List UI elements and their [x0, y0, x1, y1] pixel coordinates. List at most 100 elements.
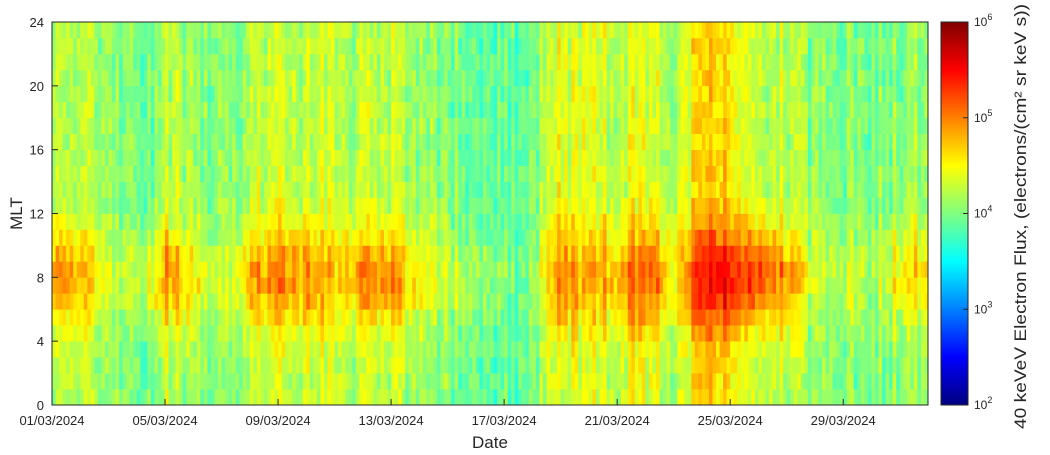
heatmap-cell [232, 133, 237, 151]
heatmap-cell [761, 373, 766, 390]
heatmap-cell [694, 245, 699, 262]
heatmap-cell [426, 69, 431, 87]
heatmap-cell [437, 69, 441, 87]
heatmap-cell [779, 261, 784, 278]
heatmap-cell [528, 133, 533, 151]
heatmap-cell [232, 373, 237, 390]
heatmap-cell [680, 22, 685, 39]
heatmap-cell [525, 181, 530, 198]
heatmap-cell [281, 117, 286, 135]
heatmap-cell [567, 165, 572, 182]
heatmap-cell [726, 309, 731, 326]
heatmap-cell [454, 245, 459, 262]
heatmap-cell [168, 277, 173, 294]
heatmap-cell [193, 197, 198, 214]
heatmap-cell [97, 357, 102, 374]
heatmap-cell [680, 213, 685, 230]
heatmap-cell [422, 277, 427, 294]
heatmap-cell [691, 133, 696, 151]
heatmap-cell [592, 229, 597, 246]
heatmap-cell [348, 117, 353, 135]
heatmap-cell [271, 22, 275, 39]
heatmap-cell [376, 37, 381, 55]
heatmap-cell [677, 389, 682, 406]
heatmap-cell [203, 197, 208, 214]
heatmap-cell [186, 181, 191, 198]
heatmap-cell [214, 341, 219, 358]
heatmap-cell [345, 389, 350, 406]
heatmap-cell [761, 197, 766, 214]
heatmap-cell [447, 117, 452, 135]
heatmap-cell [112, 373, 116, 390]
heatmap-cell [751, 277, 756, 294]
heatmap-cell [631, 213, 636, 230]
heatmap-cell [663, 341, 667, 358]
heatmap-cell [299, 69, 304, 87]
heatmap-cell [69, 85, 74, 103]
heatmap-cell [412, 341, 417, 358]
heatmap-cell [475, 261, 480, 278]
heatmap-cell [585, 101, 590, 119]
heatmap-cell [684, 213, 689, 230]
heatmap-cell [203, 245, 208, 262]
heatmap-cell [518, 213, 523, 230]
heatmap-cell [730, 101, 735, 119]
heatmap-cell [387, 53, 392, 71]
heatmap-cell [482, 277, 487, 294]
heatmap-cell [744, 85, 749, 103]
heatmap-cell [232, 22, 237, 39]
heatmap-cell [263, 245, 268, 262]
heatmap-cell [373, 133, 378, 151]
heatmap-cell [76, 69, 81, 87]
heatmap-cell [606, 213, 611, 230]
heatmap-cell [500, 101, 505, 119]
heatmap-cell [260, 213, 265, 230]
heatmap-cell [281, 85, 286, 103]
heatmap-cell [557, 149, 561, 166]
heatmap-cell [571, 277, 576, 294]
heatmap-cell [546, 293, 551, 310]
heatmap-cell [677, 69, 682, 87]
heatmap-cell [744, 69, 749, 87]
heatmap-cell [578, 101, 583, 119]
heatmap-cell [320, 309, 325, 326]
heatmap-cell [779, 149, 784, 166]
heatmap-cell [193, 213, 198, 230]
heatmap-cell [101, 149, 106, 166]
heatmap-cell [631, 389, 636, 406]
heatmap-cell [433, 357, 438, 374]
heatmap-cell [179, 117, 184, 135]
heatmap-cell [542, 341, 547, 358]
heatmap-cell [535, 229, 540, 246]
heatmap-cell [673, 181, 678, 198]
heatmap-cell [613, 245, 618, 262]
heatmap-cell [256, 85, 261, 103]
heatmap-cell [278, 181, 282, 198]
heatmap-cell [521, 325, 526, 342]
heatmap-cell [207, 293, 212, 310]
heatmap-cell [765, 133, 770, 151]
heatmap-cell [348, 309, 353, 326]
heatmap-cell [380, 213, 385, 230]
heatmap-cell [143, 53, 148, 71]
heatmap-cell [497, 22, 501, 39]
heatmap-cell [62, 197, 67, 214]
heatmap-cell [327, 197, 332, 214]
heatmap-cell [242, 325, 247, 342]
heatmap-cell [97, 213, 102, 230]
heatmap-cell [147, 37, 152, 55]
heatmap-cell [352, 389, 357, 406]
heatmap-cell [112, 213, 116, 230]
heatmap-cell [405, 53, 410, 71]
heatmap-cell [94, 277, 99, 294]
heatmap-cell [486, 181, 491, 198]
heatmap-cell [55, 261, 60, 278]
heatmap-cell [260, 309, 265, 326]
heatmap-cell [468, 213, 473, 230]
heatmap-cell [186, 357, 191, 374]
heatmap-cell [606, 389, 611, 406]
heatmap-cell [175, 165, 180, 182]
heatmap-cell [52, 213, 56, 230]
heatmap-cell [620, 197, 625, 214]
heatmap-cell [769, 69, 773, 87]
